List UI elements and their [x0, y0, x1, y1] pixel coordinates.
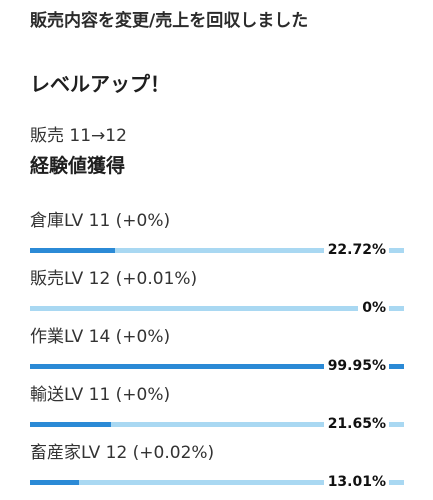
- progress-bar-fill: [30, 364, 404, 369]
- skill-row-warehouse: 倉庫LV 11 (+0%) 22.72%: [0, 206, 433, 262]
- progress-bar: [30, 422, 404, 427]
- progress-percent: 0%: [358, 297, 389, 319]
- sales-level-change: 販売 11→12: [30, 126, 127, 146]
- skill-row-sales: 販売LV 12 (+0.01%) 0%: [0, 264, 433, 320]
- progress-bar-fill: [30, 422, 111, 427]
- skill-row-transport: 輸送LV 11 (+0%) 21.65%: [0, 380, 433, 436]
- skill-row-livestock: 畜産家LV 12 (+0.02%) 13.01%: [0, 438, 433, 494]
- status-message: 販売内容を変更/売上を回収しました: [30, 11, 309, 31]
- progress-percent: 21.65%: [323, 413, 389, 435]
- progress-percent: 13.01%: [323, 471, 389, 493]
- progress-bar: [30, 306, 404, 311]
- skill-row-work: 作業LV 14 (+0%) 99.95%: [0, 322, 433, 378]
- progress-percent: 22.72%: [323, 239, 389, 261]
- skill-label: 販売LV 12 (+0.01%): [30, 269, 198, 289]
- experience-heading: 経験値獲得: [30, 155, 126, 177]
- skill-label: 輸送LV 11 (+0%): [30, 385, 171, 405]
- progress-bar: [30, 364, 404, 369]
- progress-percent: 99.95%: [323, 355, 389, 377]
- skill-label: 作業LV 14 (+0%): [30, 327, 171, 347]
- progress-bar: [30, 480, 404, 485]
- skill-label: 倉庫LV 11 (+0%): [30, 211, 171, 231]
- progress-bar: [30, 248, 404, 253]
- progress-bar-fill: [30, 480, 79, 485]
- level-up-heading: レベルアップ！: [30, 72, 170, 96]
- skill-label: 畜産家LV 12 (+0.02%): [30, 443, 215, 463]
- progress-bar-fill: [30, 248, 115, 253]
